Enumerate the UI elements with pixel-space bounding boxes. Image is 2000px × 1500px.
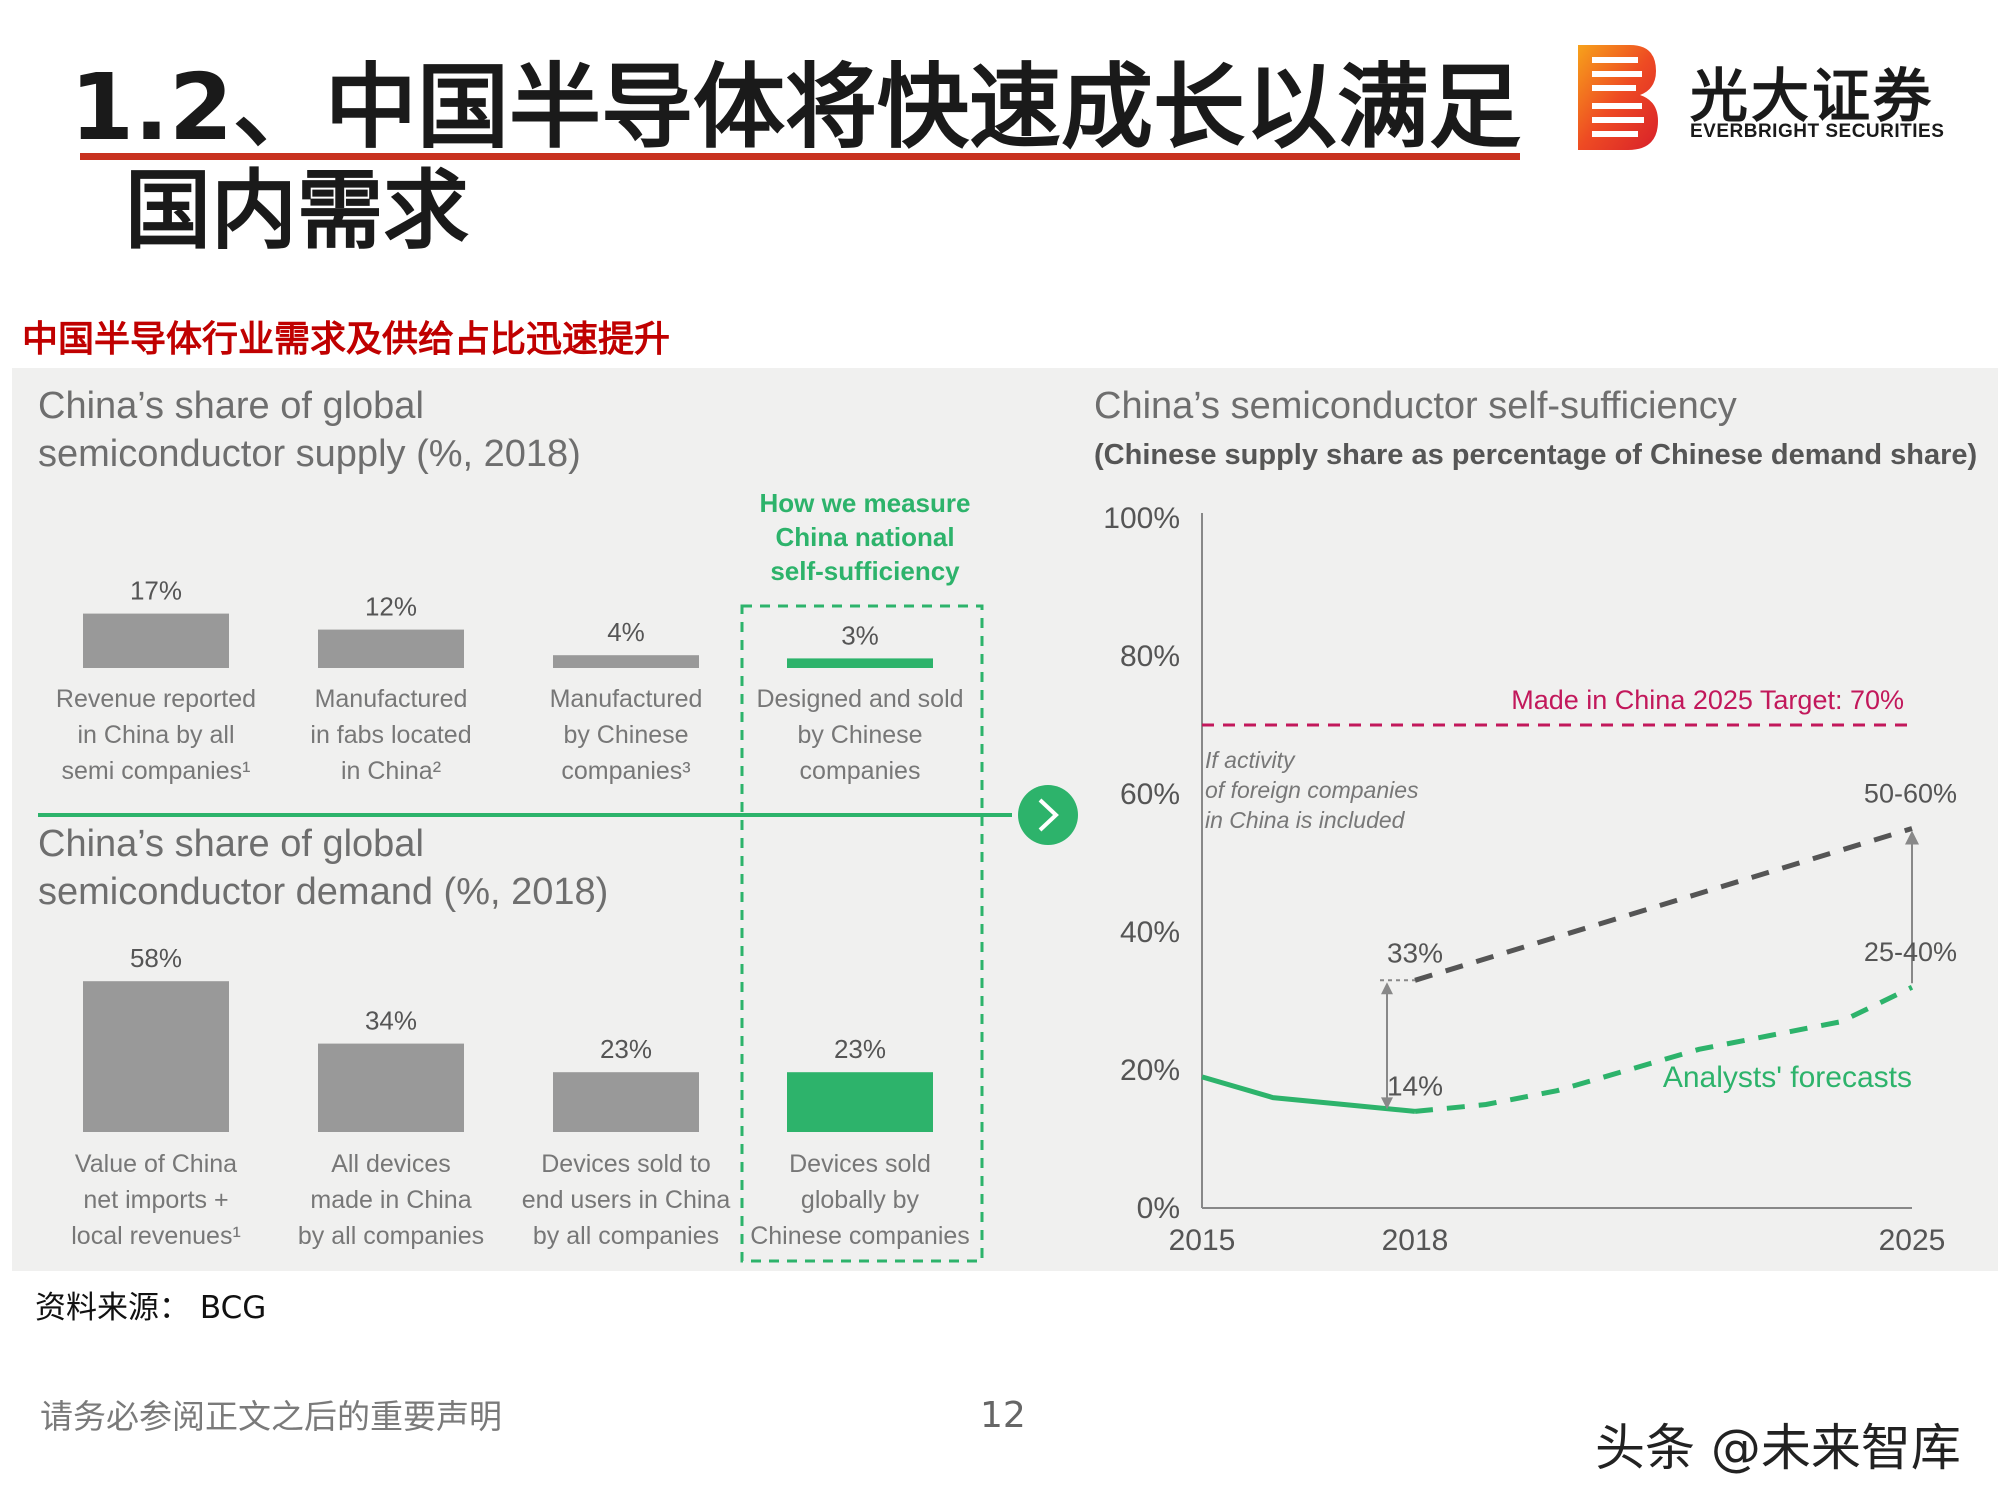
supply-category-label: in fabs located [310, 721, 471, 749]
demand-category-label: local revenues¹ [71, 1222, 241, 1250]
demand-bar [318, 1043, 464, 1132]
figure-svg: China’s share of global semiconductor sup… [38, 385, 1977, 1263]
y-tick-label: 20% [1120, 1054, 1180, 1087]
demand-category-label: end users in China [522, 1186, 731, 1214]
next-arrow-icon [1018, 785, 1078, 845]
demand-category-label: Chinese companies [750, 1222, 970, 1250]
supply-category-label: Manufactured [550, 685, 703, 713]
series-line-solid-green [1201, 1074, 1416, 1114]
y-tick-label: 60% [1120, 778, 1180, 811]
demand-value-label: 23% [600, 1034, 652, 1064]
everbright-logo-mark-icon [1578, 45, 1658, 150]
label-25-40: 25-40% [1864, 937, 1957, 967]
series-line-dashed-gray [1414, 826, 1913, 983]
supply-title: semiconductor supply (%, 2018) [38, 433, 581, 475]
line-chart-title: China’s semiconductor self-sufficiency [1094, 385, 1737, 427]
source-note: 资料来源： BCG [35, 1290, 267, 1326]
demand-bar [787, 1072, 933, 1132]
supply-bar [83, 613, 229, 668]
label-14: 14% [1387, 1070, 1443, 1101]
chevron-right-icon [1038, 798, 1059, 832]
supply-category-label: Designed and sold [756, 685, 963, 713]
measure-note: self-sufficiency [770, 556, 960, 586]
demand-category-label: Devices sold [789, 1150, 931, 1178]
everbright-logo: 光大证券 EVERBRIGHT SECURITIES [1578, 45, 1988, 155]
x-tick-label: 2025 [1879, 1224, 1946, 1257]
forecast-label: Analysts' forecasts [1663, 1061, 1912, 1094]
arrow-up-icon [1381, 982, 1393, 995]
x-tick-label: 2015 [1169, 1224, 1236, 1257]
supply-category-label: by Chinese [797, 721, 922, 749]
demand-category-label: globally by [801, 1186, 920, 1214]
supply-category-label: by Chinese [563, 721, 688, 749]
arrow-up-icon [1905, 830, 1919, 845]
x-tick-label: 2018 [1382, 1224, 1449, 1257]
supply-value-label: 12% [365, 592, 417, 622]
demand-title: China’s share of global [38, 823, 424, 865]
label-33: 33% [1387, 937, 1443, 968]
supply-category-label: Manufactured [315, 685, 468, 713]
title-underline [80, 153, 1520, 160]
logo-english-name: EVERBRIGHT SECURITIES [1690, 121, 1945, 142]
foreign-activity-note: If activity [1205, 747, 1296, 773]
measure-note: China national [775, 522, 954, 552]
series-line-dashed-green [1414, 984, 1914, 1114]
measure-note: How we measure [760, 488, 971, 518]
line-chart-subtitle: (Chinese supply share as percentage of C… [1094, 439, 1977, 471]
watermark: 头条 @未来智库 [1595, 1419, 1961, 1477]
demand-value-label: 58% [130, 943, 182, 973]
demand-category-label: by all companies [533, 1222, 719, 1250]
y-tick-label: 100% [1103, 502, 1180, 535]
logo-chinese-name: 光大证券 [1690, 62, 1935, 130]
disclaimer: 请务必参阅正文之后的重要声明 [40, 1397, 502, 1436]
demand-category-label: made in China [310, 1186, 471, 1214]
supply-value-label: 17% [130, 576, 182, 606]
supply-bar [318, 629, 464, 668]
figure-panel: China’s share of global semiconductor sup… [12, 368, 1998, 1271]
page-number: 12 [980, 1395, 1026, 1436]
demand-bar [553, 1072, 699, 1132]
foreign-activity-note: of foreign companies [1205, 777, 1419, 803]
demand-category-label: All devices [331, 1150, 451, 1178]
demand-value-label: 34% [365, 1006, 417, 1036]
supply-category-label: in China² [341, 757, 441, 785]
demand-category-label: Devices sold to [541, 1150, 711, 1178]
demand-title: semiconductor demand (%, 2018) [38, 871, 608, 913]
supply-category-label: in China by all [77, 721, 234, 749]
label-50-60: 50-60% [1864, 779, 1957, 809]
page-title-line2: 国内需求 [125, 161, 469, 261]
supply-category-label: Revenue reported [56, 685, 256, 713]
page-title-line1: 1.2、中国半导体将快速成长以满足 [70, 54, 1521, 161]
supply-bar [553, 655, 699, 668]
demand-category-label: net imports + [83, 1186, 228, 1214]
y-tick-label: 40% [1120, 916, 1180, 949]
demand-value-label: 23% [834, 1034, 886, 1064]
supply-value-label: 4% [607, 617, 645, 647]
demand-category-label: Value of China [75, 1150, 237, 1178]
y-tick-label: 80% [1120, 640, 1180, 673]
arrow-down-icon [1381, 1097, 1393, 1110]
supply-bar [787, 658, 933, 668]
target-label: Made in China 2025 Target: 70% [1511, 685, 1904, 715]
demand-category-label: by all companies [298, 1222, 484, 1250]
highlight-box [740, 604, 984, 1263]
supply-category-label: companies [800, 757, 921, 785]
foreign-activity-note: in China is included [1205, 807, 1406, 833]
y-tick-label: 0% [1137, 1192, 1180, 1225]
supply-value-label: 3% [841, 620, 879, 650]
demand-bar [83, 981, 229, 1132]
supply-category-label: companies³ [561, 757, 690, 785]
supply-title: China’s share of global [38, 385, 424, 427]
supply-category-label: semi companies¹ [62, 757, 251, 785]
chart-subtitle: 中国半导体行业需求及供给占比迅速提升 [22, 319, 671, 360]
